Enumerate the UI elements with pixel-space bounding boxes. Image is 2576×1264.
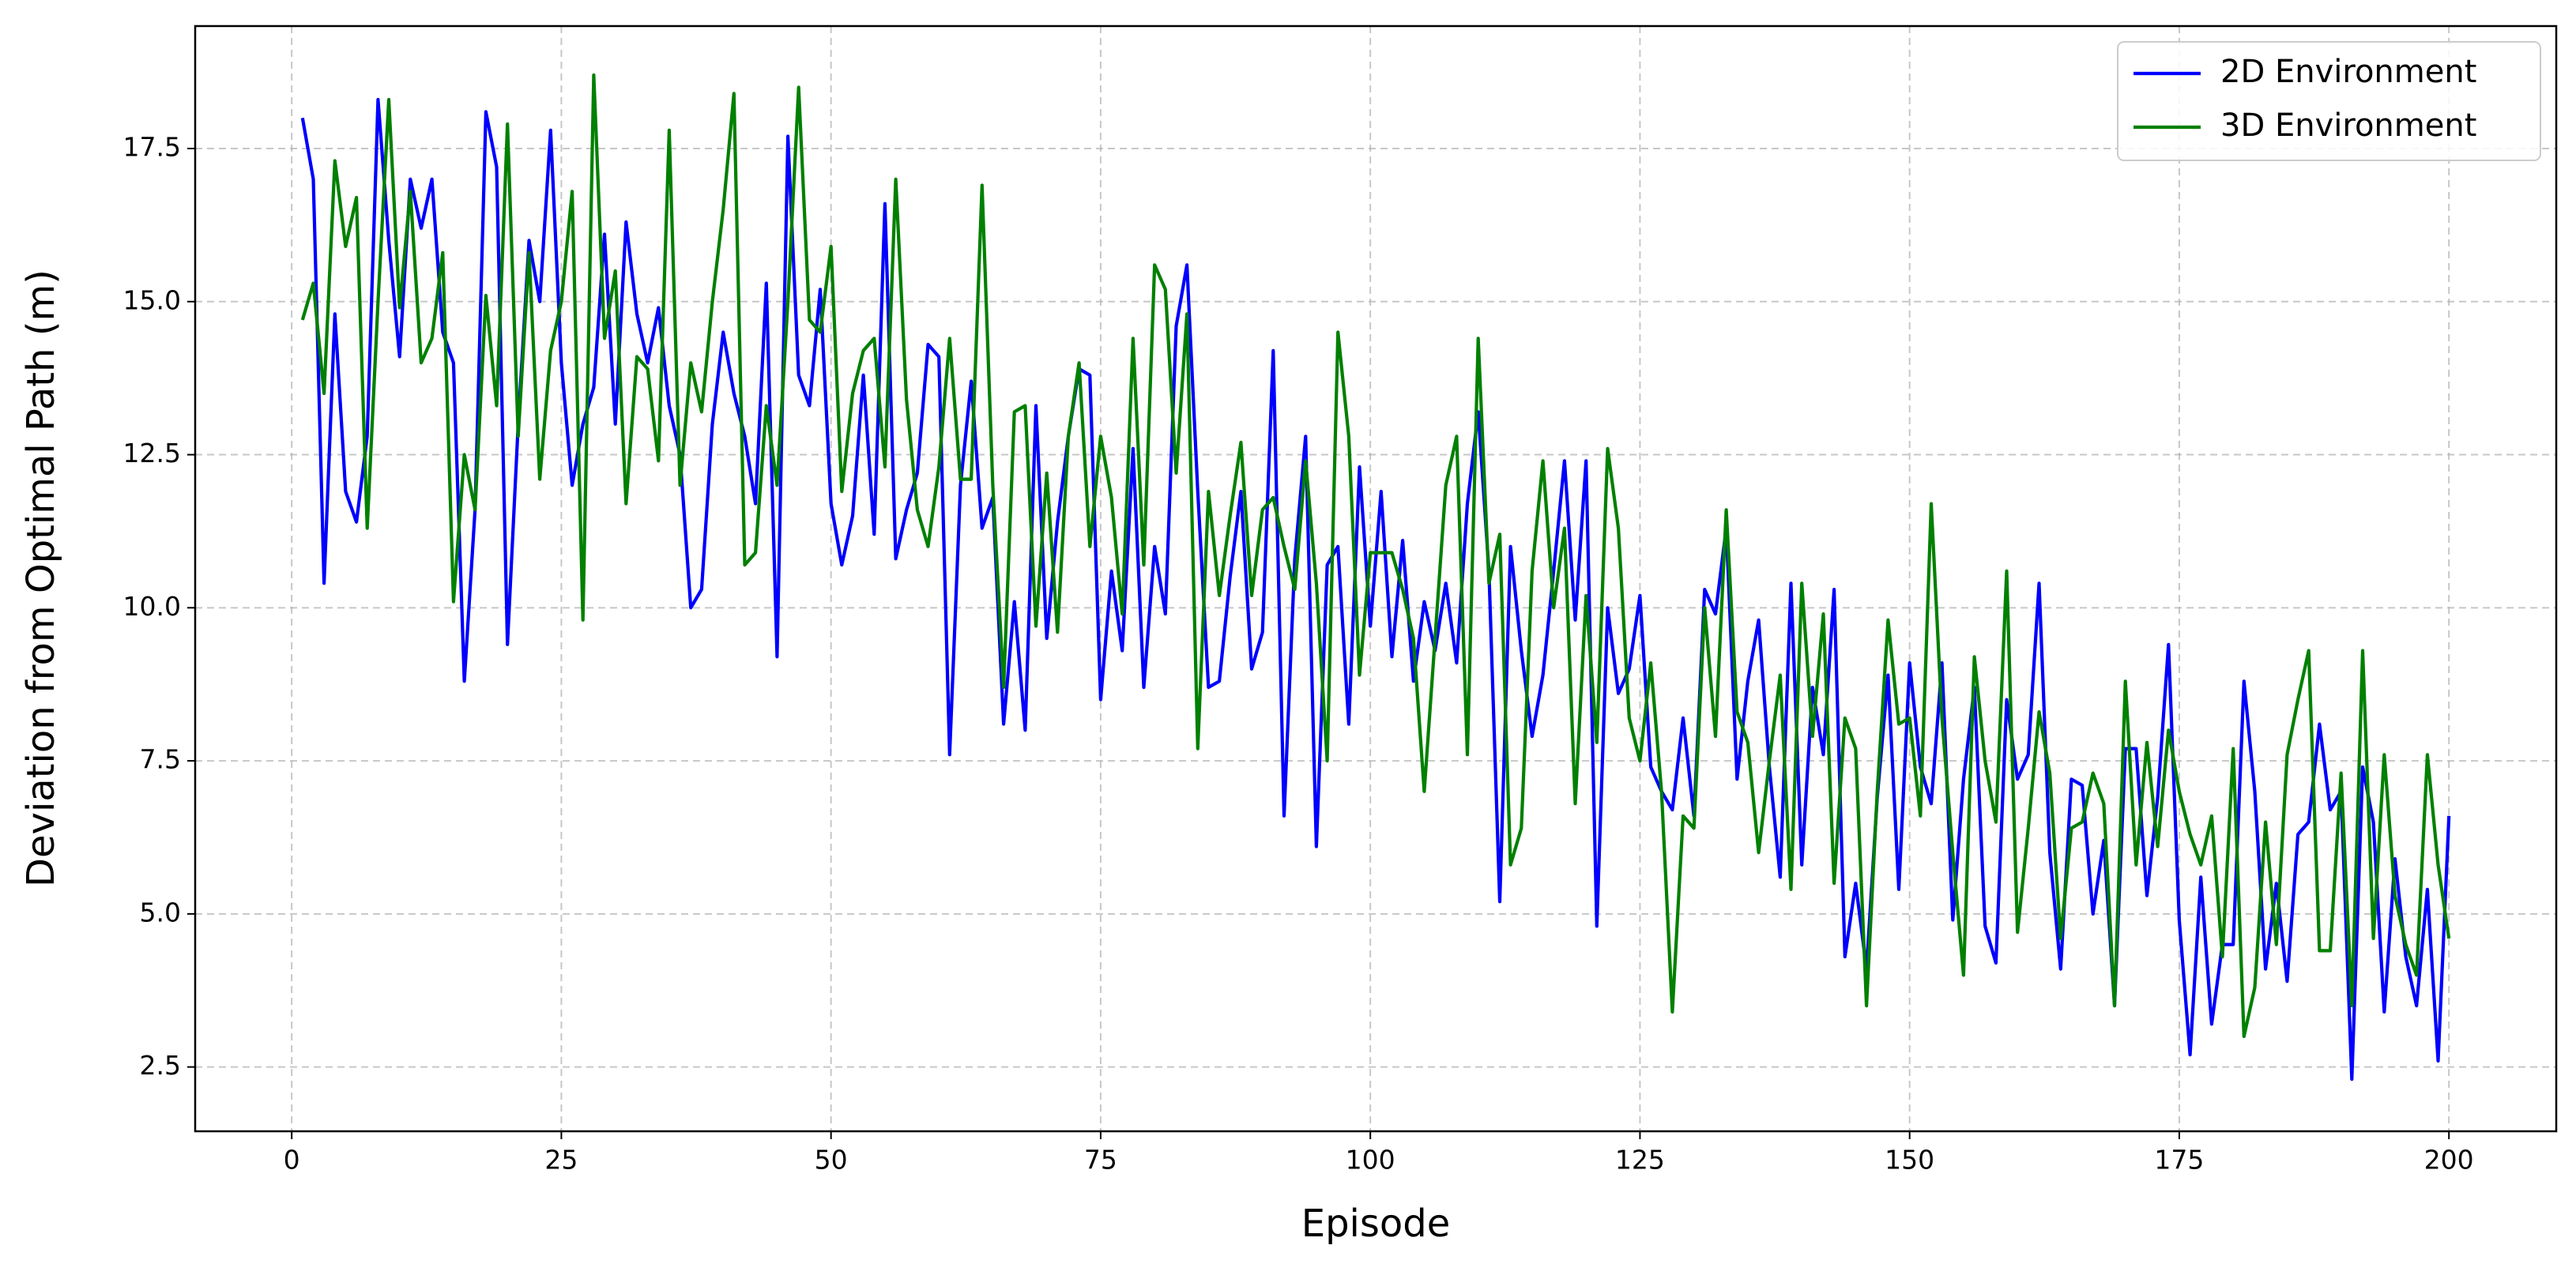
y-tick-label: 2.5 [140, 1050, 181, 1081]
x-axis-label: Episode [1301, 1202, 1451, 1246]
x-tick-label: 175 [2154, 1145, 2204, 1176]
y-tick-label: 10.0 [123, 591, 181, 622]
line-series [300, 97, 2451, 1082]
y-tick-label: 5.0 [140, 897, 181, 927]
x-tick-label: 200 [2424, 1145, 2474, 1176]
line-series [300, 73, 2451, 1039]
legend-label: 3D Environment [2220, 107, 2476, 144]
x-tick-label: 125 [1615, 1145, 1665, 1176]
legend-label: 2D Environment [2220, 54, 2476, 90]
x-tick-label: 50 [815, 1145, 848, 1176]
plot-frame [194, 24, 2558, 1133]
x-tick-label: 25 [544, 1145, 578, 1176]
y-axis-label: Deviation from Optimal Path (m) [19, 269, 63, 887]
y-tick-label: 12.5 [123, 438, 181, 468]
x-tick-label: 0 [284, 1145, 300, 1176]
y-tick-label: 17.5 [123, 132, 181, 163]
x-tick-label: 100 [1346, 1145, 1395, 1176]
y-tick-label: 7.5 [140, 744, 181, 775]
x-tick-label: 150 [1885, 1145, 1934, 1176]
legend-box [2117, 41, 2541, 161]
x-tick-label: 75 [1084, 1145, 1117, 1176]
y-tick-label: 15.0 [123, 284, 181, 315]
